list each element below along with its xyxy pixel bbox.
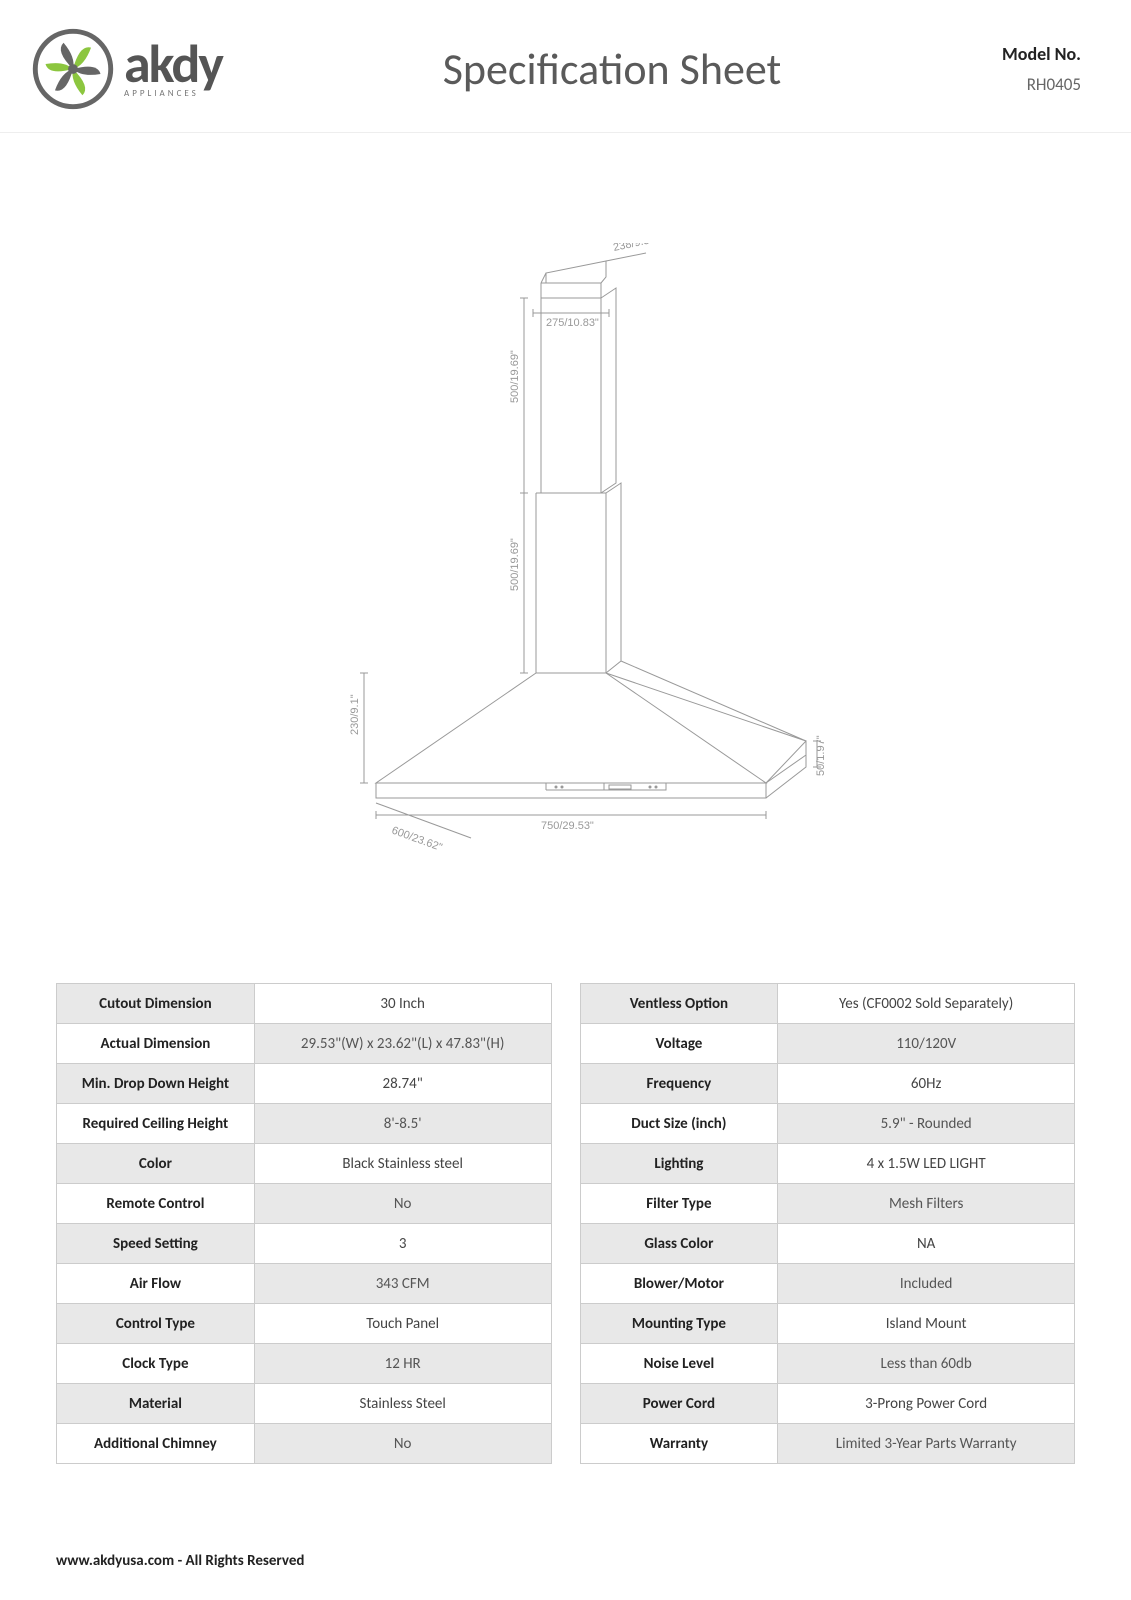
dim-lower-h: 500/19.69" [509,538,521,591]
dim-upper-w: 275/10.83" [546,317,599,329]
spec-value: 28.74" [254,1064,551,1104]
spec-key: Control Type [57,1304,255,1344]
spec-value: 8'-8.5' [254,1104,551,1144]
brand-name: akdy [124,40,222,89]
spec-key: Min. Drop Down Height [57,1064,255,1104]
product-diagram: 238/9.37" 275/10.83" 500/19.69" 500/19.6… [0,133,1131,983]
spec-value: Black Stainless steel [254,1144,551,1184]
spec-row: Lighting4 x 1.5W LED LIGHT [580,1144,1075,1184]
spec-value: 4 x 1.5W LED LIGHT [778,1144,1075,1184]
spec-value: 5.9" - Rounded [778,1104,1075,1144]
spec-key: Power Cord [580,1384,778,1424]
spec-row: Min. Drop Down Height28.74" [57,1064,552,1104]
spec-table-right: Ventless OptionYes (CF0002 Sold Separate… [580,983,1076,1464]
spec-key: Voltage [580,1024,778,1064]
spec-key: Blower/Motor [580,1264,778,1304]
spec-key: Noise Level [580,1344,778,1384]
spec-table-left: Cutout Dimension30 InchActual Dimension2… [56,983,552,1464]
spec-key: Speed Setting [57,1224,255,1264]
model-block: Model No. RH0405 [1002,38,1081,101]
brand-logo: akdy APPLIANCES [32,28,222,110]
spec-key: Mounting Type [580,1304,778,1344]
spec-row: Noise LevelLess than 60db [580,1344,1075,1384]
spec-key: Required Ceiling Height [57,1104,255,1144]
spec-key: Duct Size (inch) [580,1104,778,1144]
spec-value: Yes (CF0002 Sold Separately) [778,984,1075,1024]
header: akdy APPLIANCES Specification Sheet Mode… [0,0,1131,133]
spec-value: 3-Prong Power Cord [778,1384,1075,1424]
spec-value: 12 HR [254,1344,551,1384]
fan-logo-icon [32,28,114,110]
model-label: Model No. [1002,38,1081,70]
spec-row: Duct Size (inch)5.9" - Rounded [580,1104,1075,1144]
spec-row: WarrantyLimited 3-Year Parts Warranty [580,1424,1075,1464]
spec-row: Control TypeTouch Panel [57,1304,552,1344]
dim-upper-h: 500/19.69" [509,350,521,403]
brand-subtitle: APPLIANCES [124,90,222,98]
spec-value: No [254,1424,551,1464]
spec-key: Cutout Dimension [57,984,255,1024]
model-value: RH0405 [1002,70,1081,101]
spec-key: Glass Color [580,1224,778,1264]
spec-row: Cutout Dimension30 Inch [57,984,552,1024]
spec-key: Warranty [580,1424,778,1464]
dim-depth: 600/23.62" [389,825,443,854]
spec-value: Included [778,1264,1075,1304]
spec-row: Mounting TypeIsland Mount [580,1304,1075,1344]
spec-key: Material [57,1384,255,1424]
spec-row: Air Flow343 CFM [57,1264,552,1304]
spec-key: Actual Dimension [57,1024,255,1064]
spec-value: 29.53"(W) x 23.62"(L) x 47.83"(H) [254,1024,551,1064]
spec-key: Clock Type [57,1344,255,1384]
dim-hood-h: 230/9.1" [349,694,361,735]
spec-value: No [254,1184,551,1224]
spec-key: Color [57,1144,255,1184]
spec-value: Touch Panel [254,1304,551,1344]
spec-value: Mesh Filters [778,1184,1075,1224]
spec-row: Speed Setting3 [57,1224,552,1264]
dim-width: 750/29.53" [541,820,594,832]
spec-value: Less than 60db [778,1344,1075,1384]
spec-key: Ventless Option [580,984,778,1024]
dim-top-w: 238/9.37" [612,243,660,254]
spec-value: Island Mount [778,1304,1075,1344]
spec-key: Additional Chimney [57,1424,255,1464]
spec-value: NA [778,1224,1075,1264]
spec-row: Frequency60Hz [580,1064,1075,1104]
spec-row: MaterialStainless Steel [57,1384,552,1424]
spec-row: Filter TypeMesh Filters [580,1184,1075,1224]
spec-key: Lighting [580,1144,778,1184]
spec-key: Filter Type [580,1184,778,1224]
footer-text: www.akdyusa.com - All Rights Reserved [56,1552,304,1570]
spec-row: Blower/MotorIncluded [580,1264,1075,1304]
spec-key: Remote Control [57,1184,255,1224]
spec-row: Power Cord3-Prong Power Cord [580,1384,1075,1424]
spec-row: Voltage110/120V [580,1024,1075,1064]
spec-value: Stainless Steel [254,1384,551,1424]
spec-row: Additional ChimneyNo [57,1424,552,1464]
spec-row: Required Ceiling Height8'-8.5' [57,1104,552,1144]
spec-row: Ventless OptionYes (CF0002 Sold Separate… [580,984,1075,1024]
spec-value: 30 Inch [254,984,551,1024]
spec-key: Frequency [580,1064,778,1104]
spec-tables: Cutout Dimension30 InchActual Dimension2… [0,983,1131,1494]
spec-row: ColorBlack Stainless steel [57,1144,552,1184]
spec-value: 60Hz [778,1064,1075,1104]
spec-row: Clock Type12 HR [57,1344,552,1384]
spec-row: Remote ControlNo [57,1184,552,1224]
spec-value: Limited 3-Year Parts Warranty [778,1424,1075,1464]
spec-row: Actual Dimension29.53"(W) x 23.62"(L) x … [57,1024,552,1064]
spec-value: 110/120V [778,1024,1075,1064]
page-title: Specification Sheet [222,42,1002,96]
spec-value: 3 [254,1224,551,1264]
spec-value: 343 CFM [254,1264,551,1304]
dim-lip: 50/1.97" [815,735,827,776]
spec-key: Air Flow [57,1264,255,1304]
spec-row: Glass ColorNA [580,1224,1075,1264]
